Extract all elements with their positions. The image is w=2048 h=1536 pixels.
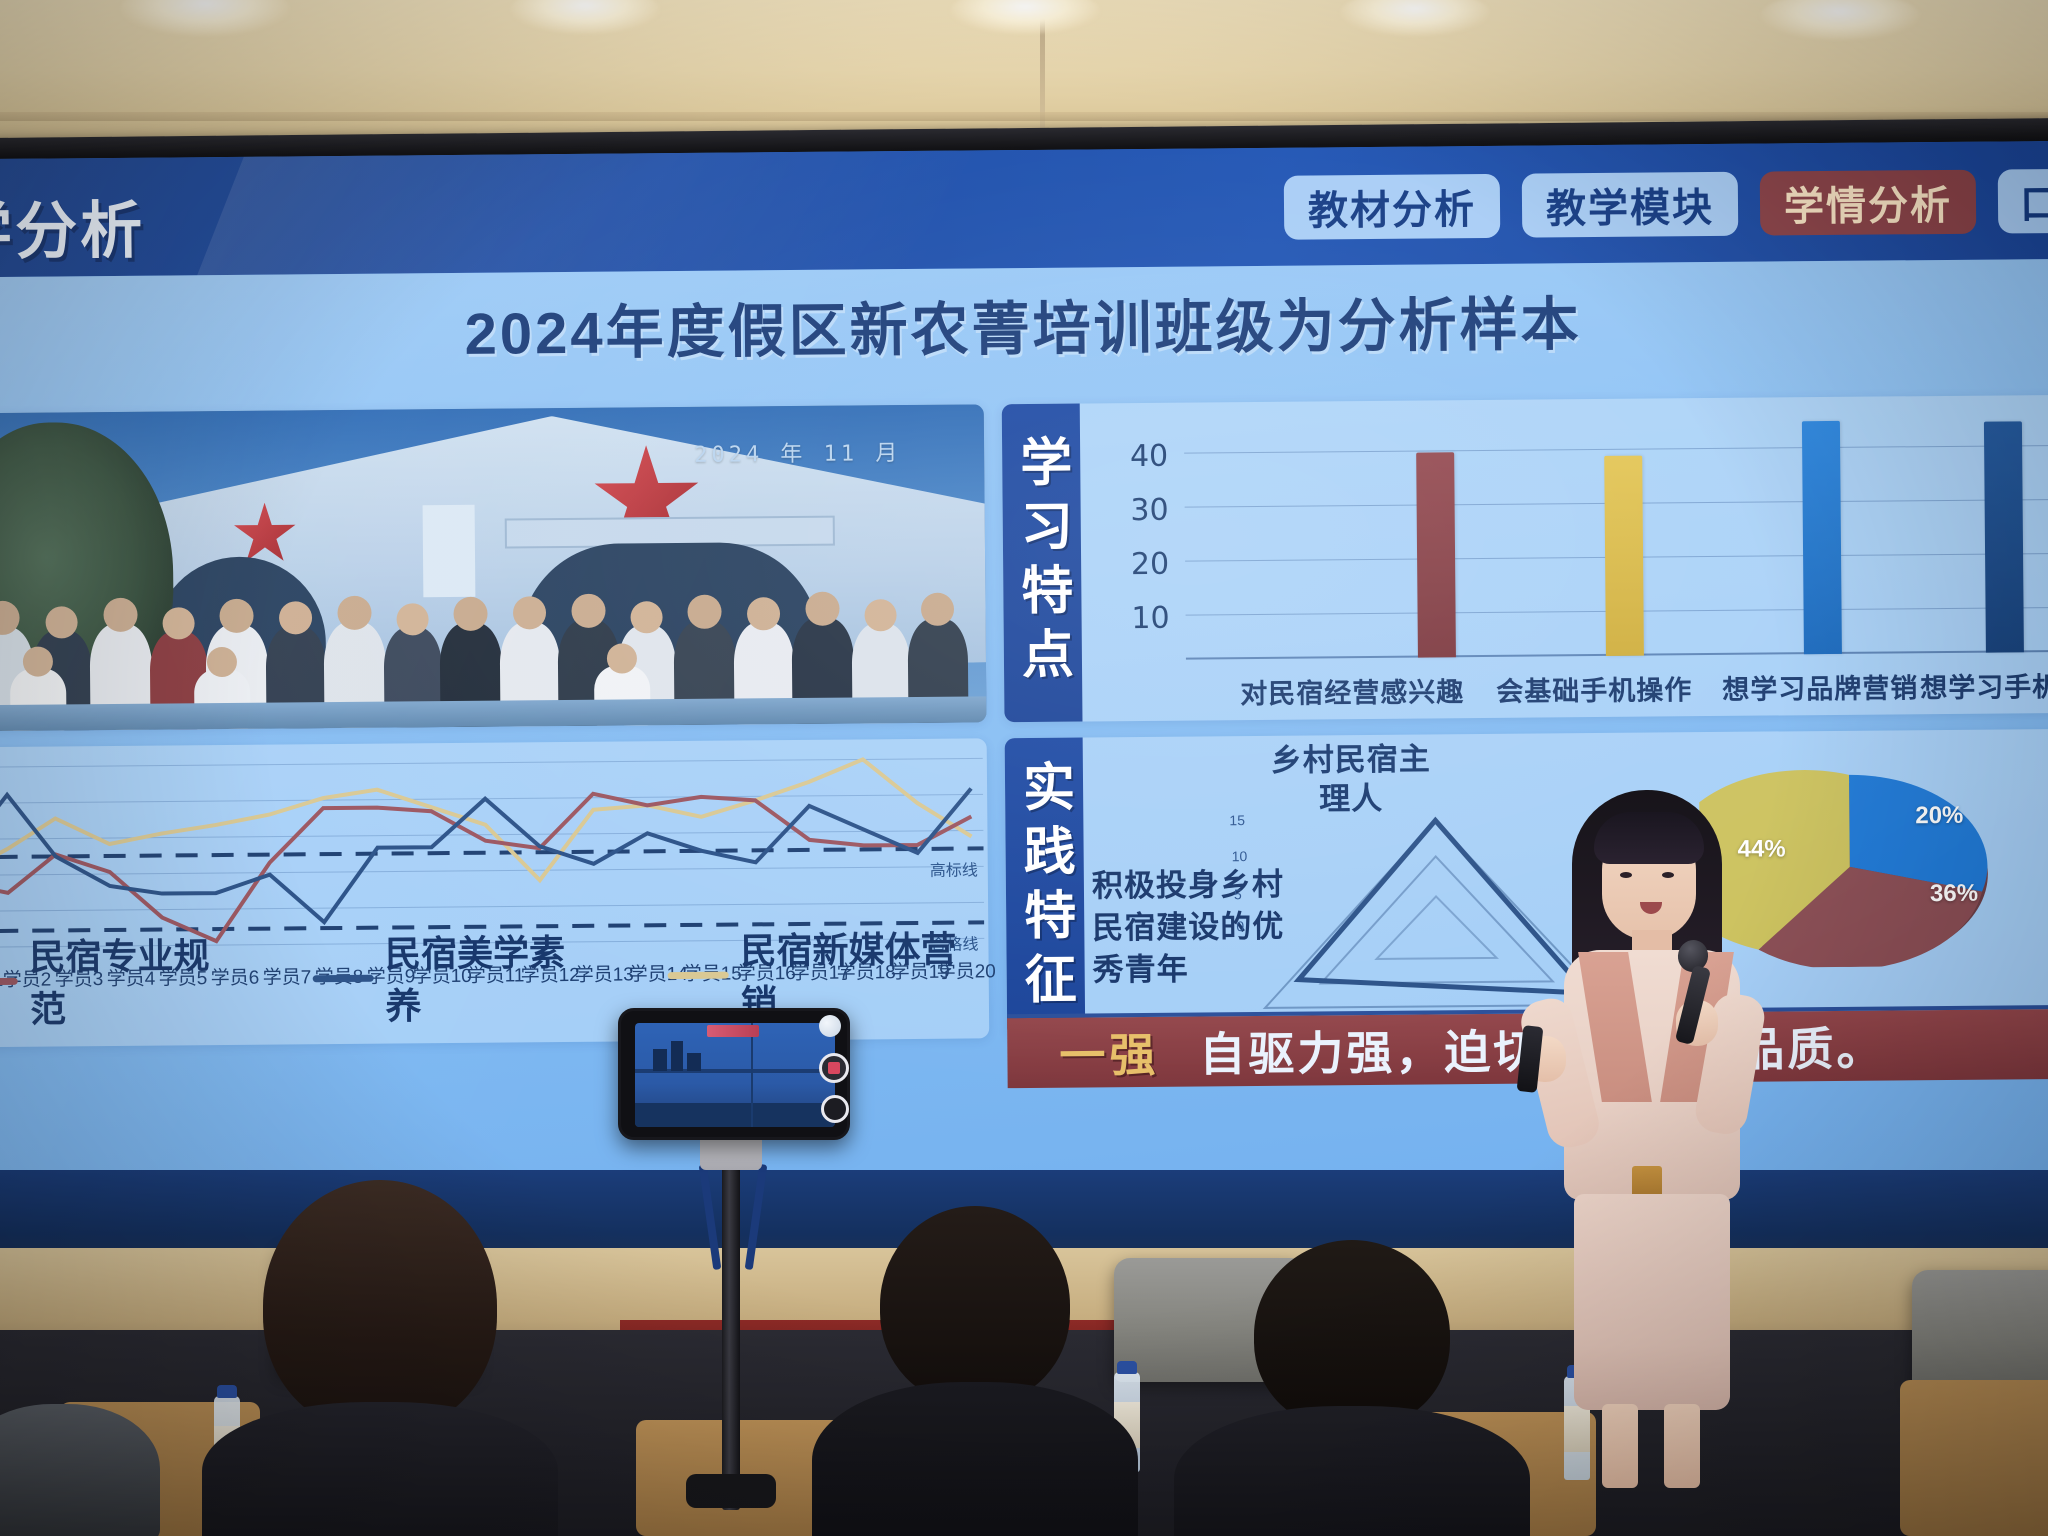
pie-label-0: 20%: [1915, 801, 1964, 830]
presenter-skirt: [1574, 1194, 1730, 1410]
bar-ytick-10: 10: [1131, 600, 1170, 637]
bar-2: [1801, 420, 1842, 655]
record-button-icon[interactable]: [819, 1053, 849, 1083]
bar-0: [1416, 452, 1456, 658]
bar-chart-plot: 40 30 20 10: [1098, 413, 2048, 710]
bar-category-2: 想学习品牌营销: [1722, 673, 1919, 705]
tripod-base: [686, 1474, 776, 1508]
side-label-learning-text: 学习特点: [1011, 434, 1072, 692]
radar-pie-panel: 实践特征 乡村民宿主 理人 积极投身乡村民宿建设的优秀青年 15 10 5 0: [1004, 728, 2048, 1039]
legend-swatch-line-red: [0, 977, 18, 985]
line-chart-plot: 高标线 合格线 学员1 学员2 学员3 学员4 学员5 学员6 学员7 学员8 …: [0, 744, 996, 991]
presenter-bangs: [1594, 812, 1704, 864]
shutter-button-icon[interactable]: [821, 1095, 849, 1123]
radar-title-line1: 乡村民宿主: [1270, 741, 1431, 778]
legend-swatch-line-gold: [667, 971, 729, 979]
ceiling-light: [1340, 0, 1490, 36]
pie-label-1: 36%: [1929, 879, 1979, 908]
projection-screen: 学分析 教材分析 教学模块 学情分析 口 2024年度假区新农菁培训班级为分析样…: [0, 140, 2048, 1190]
photo-date-stamp: 2024 年 11 月: [694, 441, 902, 468]
legend-label-0: 民宿专业规范: [29, 935, 210, 1030]
bar-ytick-30: 30: [1130, 492, 1169, 529]
legend-item-0: 民宿专业规范: [0, 927, 243, 1033]
presenter-leg-left: [1602, 1404, 1638, 1488]
slide-navbar: 学分析 教材分析 教学模块 学情分析 口: [0, 140, 2048, 338]
legend-label-1: 民宿美学素养: [384, 932, 566, 1027]
line-chart-panel: 高标线 合格线 学员1 学员2 学员3 学员4 学员5 学员6 学员7 学员8 …: [0, 738, 996, 1048]
chair: [1912, 1270, 2048, 1394]
audience-member: [1172, 1240, 1532, 1536]
slide-header-title: 学分析: [0, 196, 146, 268]
tripod-pole: [722, 1090, 740, 1510]
tab-jiaoxue-mokuai[interactable]: 教学模块: [1521, 171, 1739, 238]
legend-item-1: 民宿美学素养: [312, 924, 598, 1030]
tab-xueqing-fenxi[interactable]: 学情分析: [1759, 169, 1977, 236]
radar-tick-5: 5: [1233, 886, 1242, 903]
bar-3: [1983, 421, 2024, 653]
line-chart-svg: [0, 757, 985, 948]
bar-1: [1604, 455, 1644, 656]
slide-body: 2024年度假区新农菁培训班级为分析样本: [0, 258, 2048, 1190]
slide-main-title: 2024年度假区新农菁培训班级为分析样本: [464, 292, 1582, 367]
smartphone[interactable]: [618, 1008, 850, 1140]
presenter-leg-right: [1664, 1404, 1700, 1488]
bar-chart-panel: 学习特点 40 30 20 10: [1001, 394, 2048, 723]
radar-chart-svg: [1262, 816, 1612, 1009]
radar-tick-10: 10: [1231, 848, 1248, 865]
audience-member: [200, 1180, 560, 1536]
phone-camera-preview[interactable]: [635, 1023, 835, 1127]
audience-member: [810, 1206, 1140, 1536]
ceiling-seam: [1040, 0, 1045, 152]
presenter-mouth: [1640, 902, 1662, 914]
radar-tick-0: 0: [1236, 918, 1245, 935]
side-label-practice: 实践特征: [1004, 737, 1086, 1039]
banner-strength-key: 一强: [1059, 1028, 1160, 1082]
chair-wood: [1900, 1380, 2048, 1536]
group-photo-panel: 2024 年 11 月: [0, 404, 987, 732]
bar-category-1: 会基础手机操作: [1496, 675, 1693, 707]
ceiling-light: [1760, 0, 1920, 40]
tab-jiaocai-fenxi[interactable]: 教材分析: [1283, 173, 1501, 240]
presenter: [1516, 790, 1778, 1488]
radar-tick-15: 15: [1229, 812, 1246, 829]
bar-category-0: 对民宿经营感兴趣: [1240, 677, 1465, 710]
bar-category-3: 想学习手机A: [1920, 671, 2048, 704]
audience-member: [0, 1404, 160, 1536]
phone-lens-icon: [819, 1015, 841, 1037]
side-label-practice-text: 实践特征: [1014, 759, 1075, 1017]
slide-tab-list: 教材分析 教学模块 学情分析 口: [1283, 168, 2048, 240]
side-label-learning: 学习特点: [1001, 403, 1083, 723]
line-reference-label-high: 高标线: [929, 862, 978, 880]
tab-fourth-clipped[interactable]: 口: [1997, 168, 2048, 234]
legend-swatch-line-blue: [312, 974, 374, 982]
ceiling-trim: [0, 112, 2048, 121]
bar-ytick-20: 20: [1130, 546, 1170, 583]
bar-ytick-40: 40: [1129, 438, 1169, 475]
